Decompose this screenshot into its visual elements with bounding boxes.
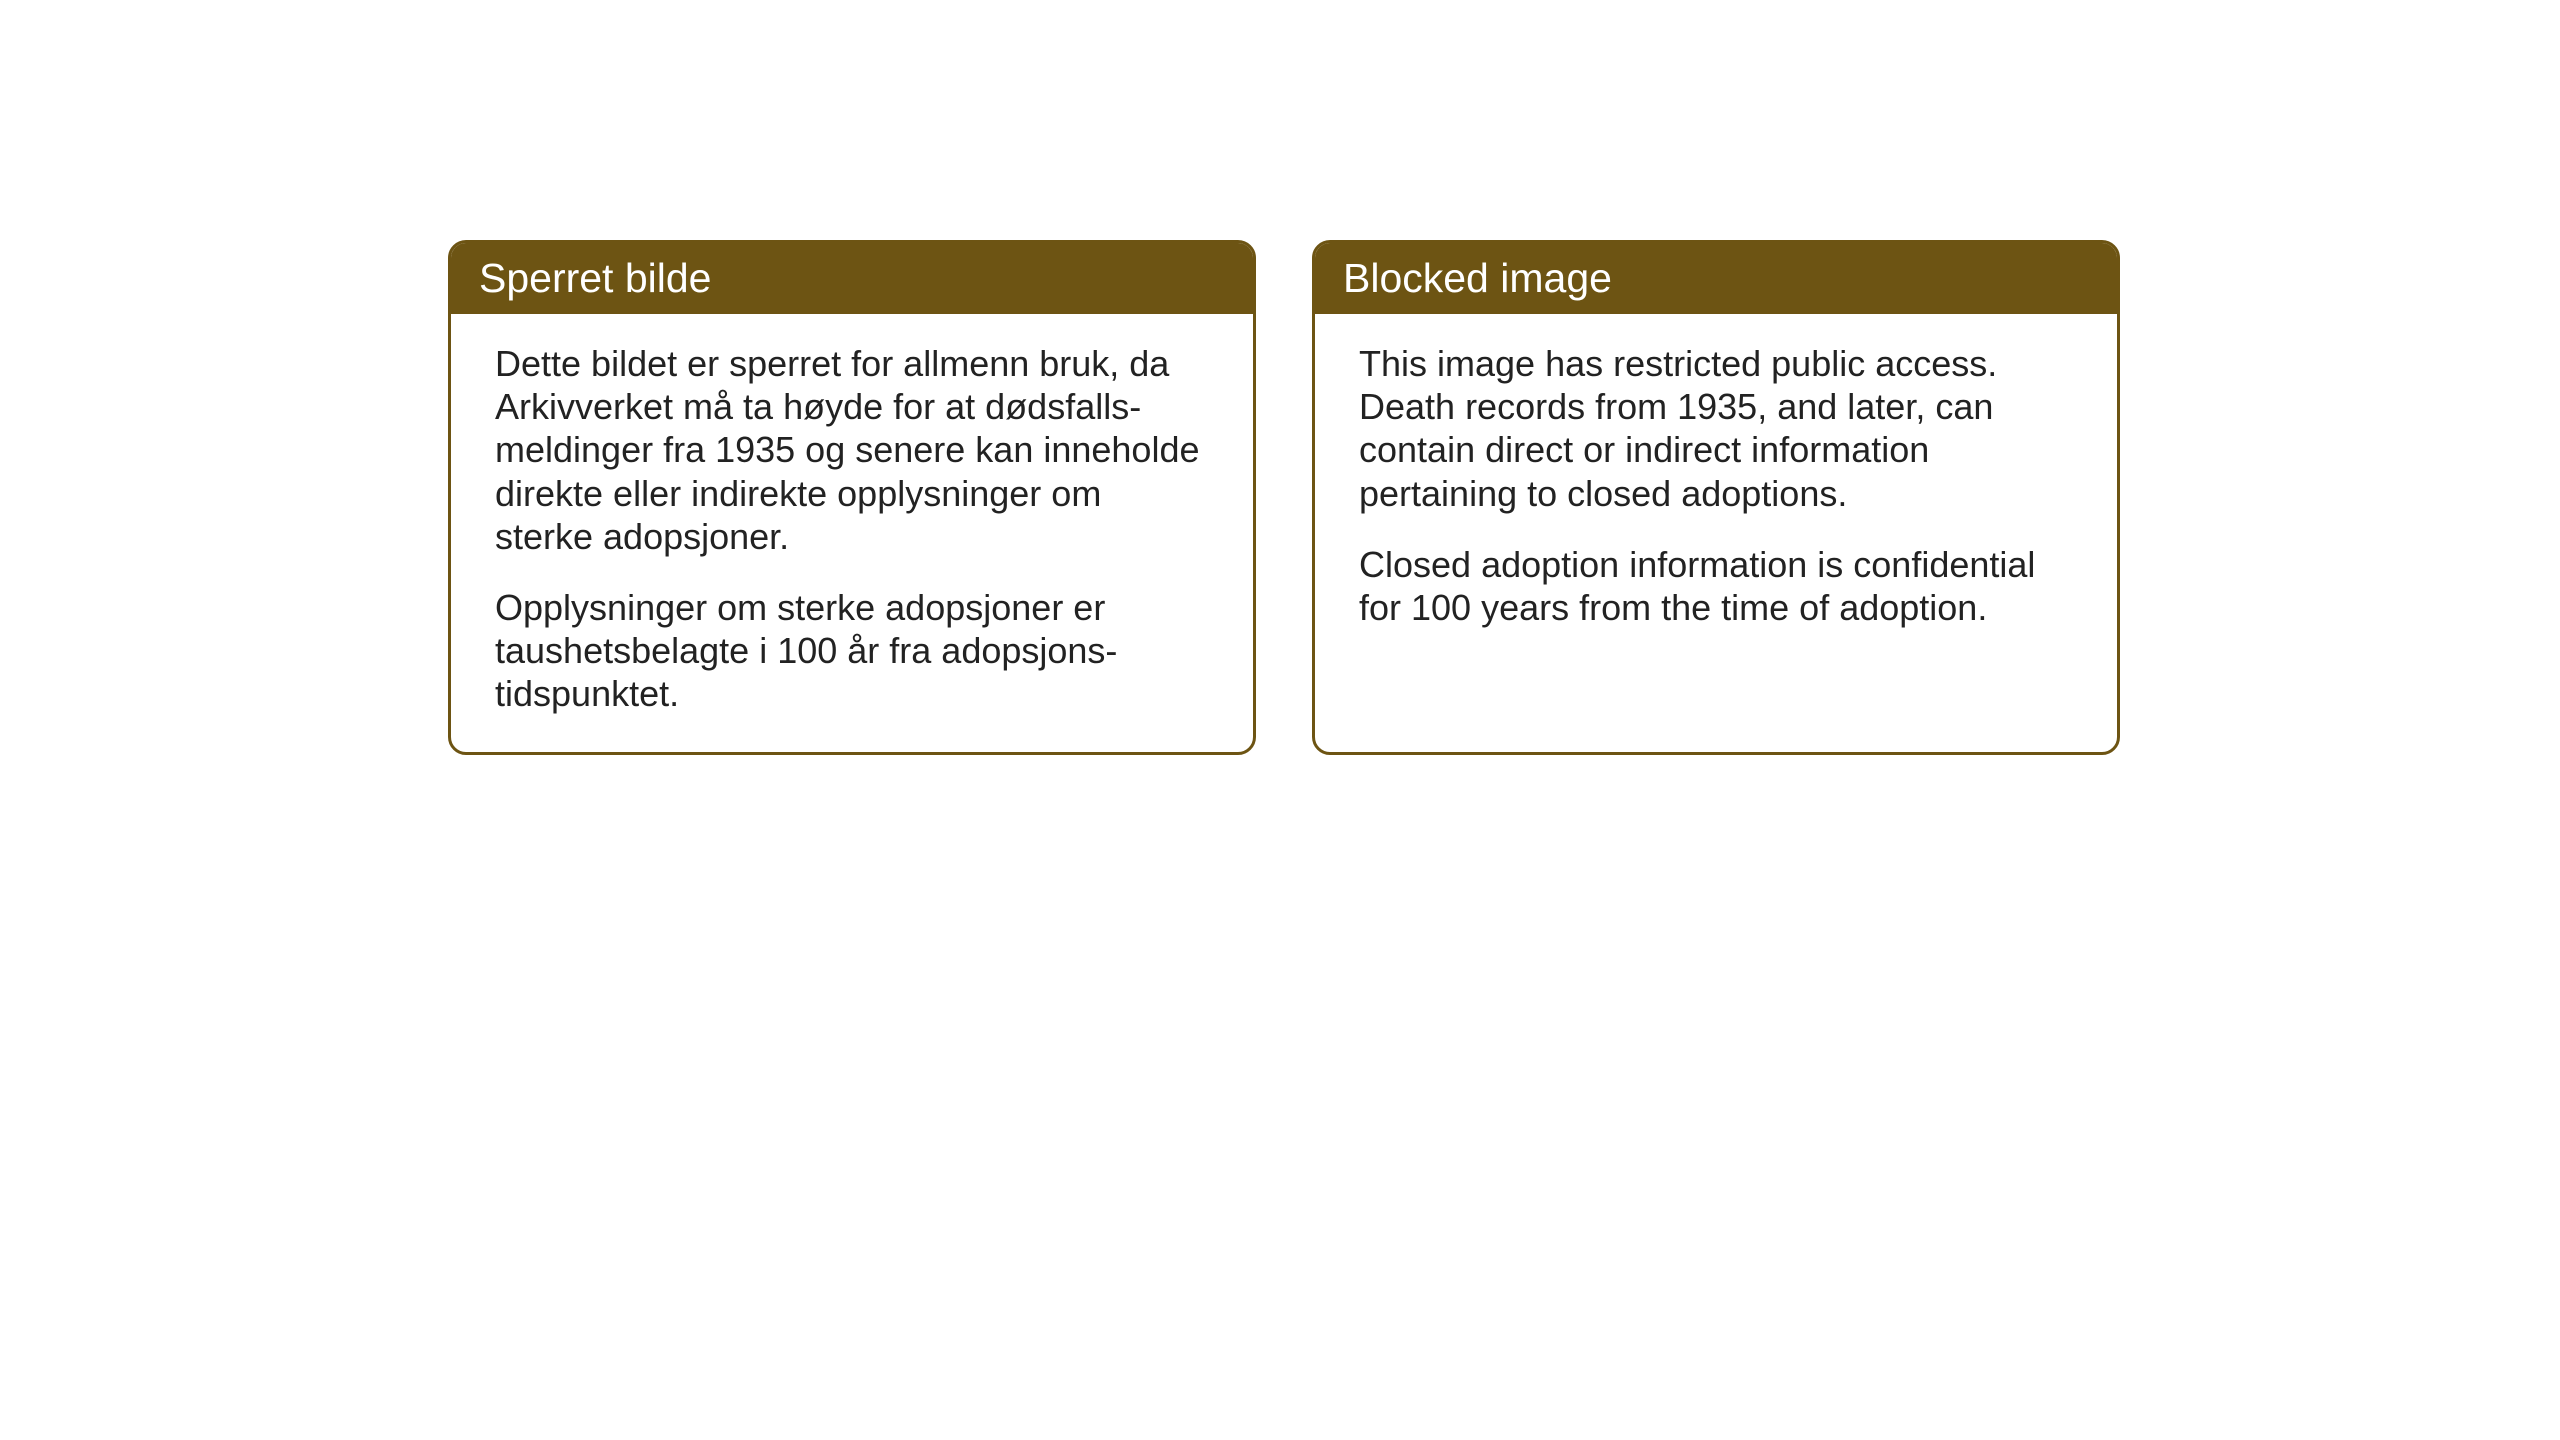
- card-title-english: Blocked image: [1343, 255, 1612, 301]
- card-paragraph-norwegian-1: Dette bildet er sperret for allmenn bruk…: [495, 342, 1209, 558]
- card-header-english: Blocked image: [1315, 243, 2117, 314]
- card-paragraph-norwegian-2: Opplysninger om sterke adopsjoner er tau…: [495, 586, 1209, 716]
- card-paragraph-english-2: Closed adoption information is confident…: [1359, 543, 2073, 629]
- card-title-norwegian: Sperret bilde: [479, 255, 711, 301]
- card-header-norwegian: Sperret bilde: [451, 243, 1253, 314]
- notice-card-english: Blocked image This image has restricted …: [1312, 240, 2120, 755]
- card-body-norwegian: Dette bildet er sperret for allmenn bruk…: [451, 314, 1253, 752]
- card-paragraph-english-1: This image has restricted public access.…: [1359, 342, 2073, 515]
- notice-card-norwegian: Sperret bilde Dette bildet er sperret fo…: [448, 240, 1256, 755]
- notice-cards-container: Sperret bilde Dette bildet er sperret fo…: [448, 240, 2120, 755]
- card-body-english: This image has restricted public access.…: [1315, 314, 2117, 665]
